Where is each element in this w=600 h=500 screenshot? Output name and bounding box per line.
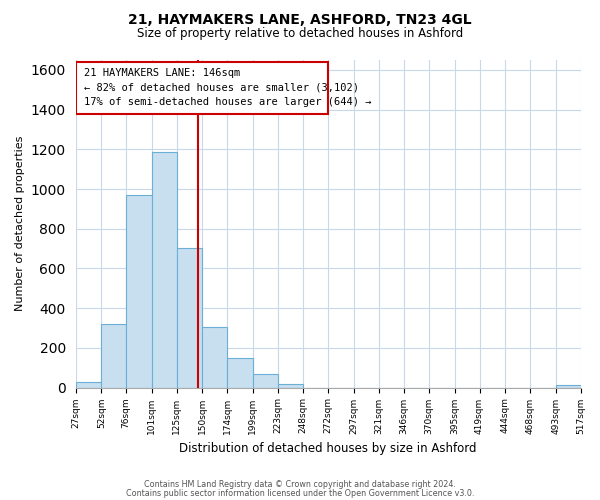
Text: ← 82% of detached houses are smaller (3,102): ← 82% of detached houses are smaller (3,… xyxy=(84,82,359,92)
X-axis label: Distribution of detached houses by size in Ashford: Distribution of detached houses by size … xyxy=(179,442,477,455)
Bar xyxy=(253,374,278,388)
Text: 17% of semi-detached houses are larger (644) →: 17% of semi-detached houses are larger (… xyxy=(84,97,371,107)
Text: Contains HM Land Registry data © Crown copyright and database right 2024.: Contains HM Land Registry data © Crown c… xyxy=(144,480,456,489)
Text: 21, HAYMAKERS LANE, ASHFORD, TN23 4GL: 21, HAYMAKERS LANE, ASHFORD, TN23 4GL xyxy=(128,12,472,26)
Bar xyxy=(126,195,152,388)
Bar xyxy=(152,152,176,388)
Bar xyxy=(202,327,227,388)
Bar xyxy=(556,384,581,388)
Bar xyxy=(227,358,253,388)
Bar xyxy=(101,324,126,388)
Text: Contains public sector information licensed under the Open Government Licence v3: Contains public sector information licen… xyxy=(126,488,474,498)
Bar xyxy=(278,384,303,388)
FancyBboxPatch shape xyxy=(76,62,328,114)
Text: 21 HAYMAKERS LANE: 146sqm: 21 HAYMAKERS LANE: 146sqm xyxy=(84,68,240,78)
Bar xyxy=(176,248,202,388)
Y-axis label: Number of detached properties: Number of detached properties xyxy=(15,136,25,312)
Bar xyxy=(76,382,101,388)
Text: Size of property relative to detached houses in Ashford: Size of property relative to detached ho… xyxy=(137,28,463,40)
